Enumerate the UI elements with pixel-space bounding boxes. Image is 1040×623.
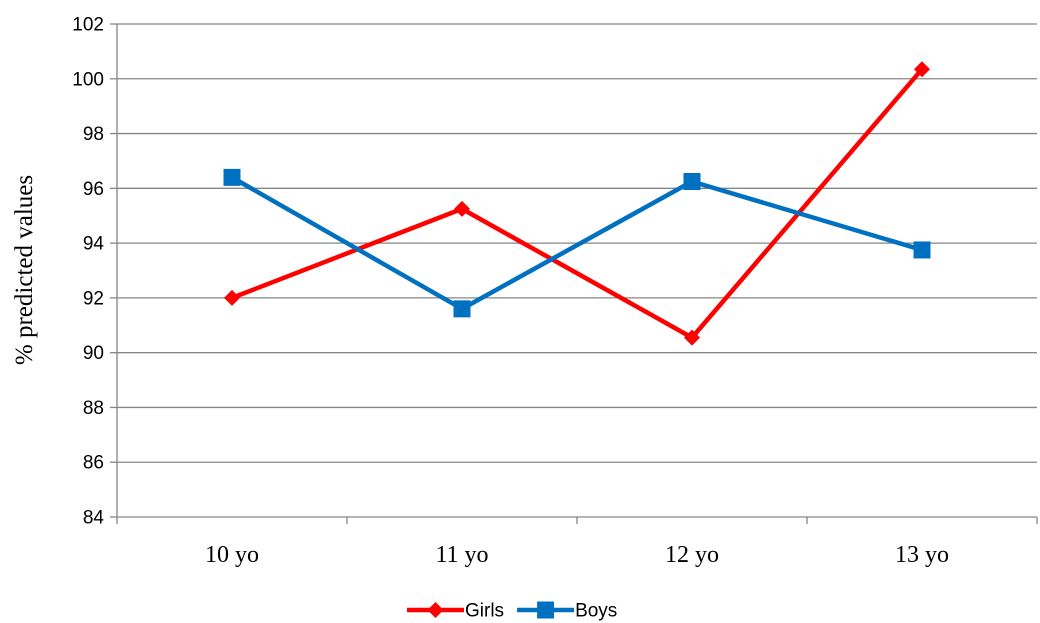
- legend-label-boys: Boys: [575, 601, 617, 622]
- legend-marker-boys: [537, 601, 555, 619]
- data-point-boys-1: [453, 300, 471, 318]
- x-tick-label-2: 12 yo: [665, 542, 719, 568]
- series-line-girls: [231, 67, 924, 340]
- series-line-boys: [230, 175, 923, 312]
- series-boys: [223, 168, 931, 318]
- data-point-girls-0: [224, 289, 240, 306]
- legend-label-girls: Girls: [465, 601, 504, 622]
- series-girls: [224, 61, 930, 346]
- y-tick-label-90: 90: [83, 343, 104, 364]
- y-tick-label-88: 88: [83, 398, 104, 419]
- y-tick-label-100: 100: [72, 69, 104, 90]
- legend: Girls Boys: [407, 601, 617, 622]
- data-point-boys-0: [223, 168, 241, 186]
- y-tick-labels: 84 86 88 90 92 94 96 98 100 102: [72, 15, 104, 529]
- x-tick-label-1: 11 yo: [435, 542, 488, 568]
- y-axis-title: % predicted values: [11, 175, 38, 365]
- data-point-girls-3: [914, 61, 930, 78]
- axes: [110, 23, 1038, 524]
- x-tick-labels: 10 yo 11 yo 12 yo 13 yo: [205, 542, 949, 568]
- data-point-girls-1: [454, 200, 470, 217]
- y-tick-label-84: 84: [83, 508, 105, 529]
- legend-item-girls: Girls: [407, 601, 504, 622]
- data-point-boys-2: [683, 172, 701, 190]
- legend-marker-girls: [427, 602, 444, 618]
- y-tick-label-94: 94: [83, 234, 105, 255]
- y-tick-label-98: 98: [83, 124, 104, 145]
- y-tick-label-102: 102: [72, 15, 104, 36]
- x-tick-label-0: 10 yo: [205, 542, 259, 568]
- data-point-boys-3: [913, 241, 931, 259]
- series-layer: [223, 61, 931, 346]
- legend-item-boys: Boys: [517, 601, 617, 622]
- x-tick-label-3: 13 yo: [895, 542, 949, 568]
- y-tick-label-86: 86: [83, 453, 104, 474]
- y-tick-label-96: 96: [83, 179, 104, 200]
- y-tick-label-92: 92: [83, 288, 104, 309]
- data-point-girls-2: [684, 329, 700, 346]
